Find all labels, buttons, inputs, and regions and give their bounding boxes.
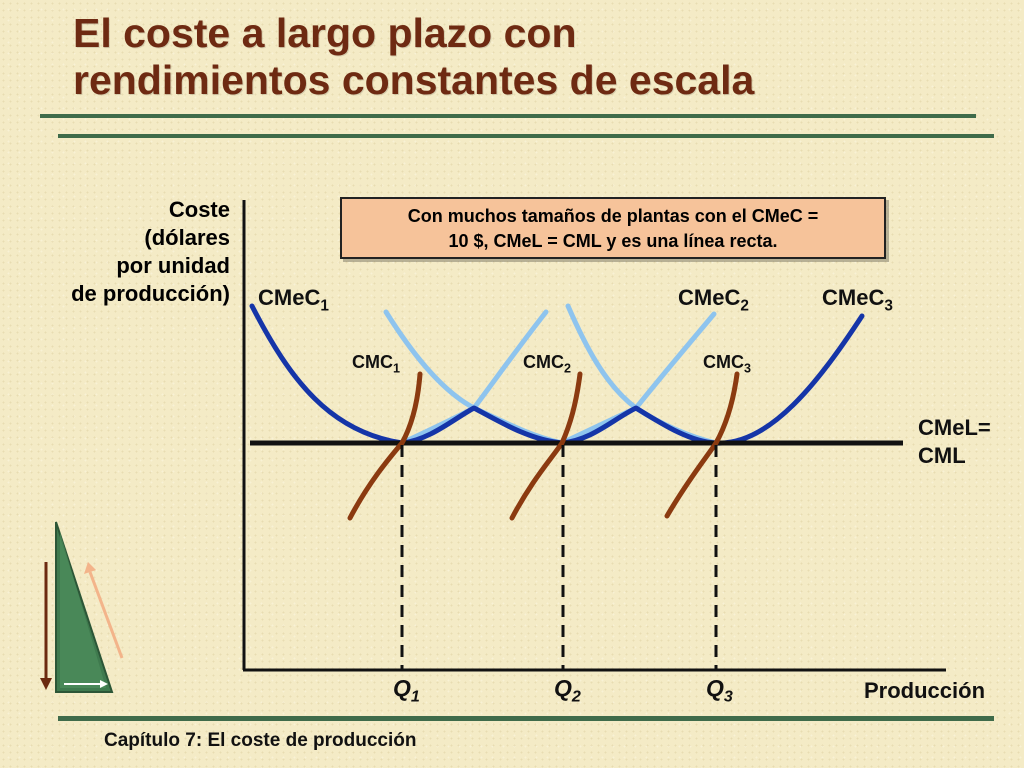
title-line-1: El coste a largo plazo con <box>73 10 577 56</box>
slide-title: El coste a largo plazo con rendimientos … <box>73 10 754 104</box>
cmec-3-label: CMeC3 <box>822 285 893 315</box>
q1-label: Q1 <box>393 675 420 706</box>
title-rule-bottom <box>58 134 994 138</box>
nav-triangle-icon <box>40 521 124 693</box>
cmec-2-right-branch <box>559 311 717 446</box>
cmc-1-label: CMC1 <box>352 352 401 376</box>
cmec-1-label: CMeC1 <box>258 285 329 315</box>
q3-label: Q3 <box>706 675 733 706</box>
callout-line-2: 10 $, CMeL = CML y es una línea recta. <box>448 231 778 252</box>
footer-rule <box>58 716 994 721</box>
cmel-cml-label: CMeL= CML <box>918 414 991 469</box>
cmec-3-left-branch <box>565 303 719 446</box>
cmc-3-label: CMC3 <box>703 352 752 376</box>
y-axis-label-line-4: de producción) <box>71 280 230 306</box>
callout-line-1: Con muchos tamaños de plantas con el CMe… <box>407 206 819 226</box>
cmel-cml-label-line-2: CML <box>918 442 966 468</box>
y-axis-label: Coste (dólares por unidad de producción) <box>20 196 230 308</box>
q2-label: Q2 <box>554 675 581 706</box>
title-line-2: rendimientos constantes de escala <box>73 57 755 104</box>
cmec-1-right-branch <box>399 309 549 446</box>
cmel-cml-label-line-1: CMeL= <box>918 415 991 440</box>
cmc-3-curve <box>664 371 740 519</box>
x-axis-label: Producción <box>864 678 986 703</box>
cmc-2-label: CMC2 <box>523 352 572 376</box>
title-rule-top <box>40 114 976 118</box>
footer-chapter: Capítulo 7: El coste de producción <box>104 730 417 751</box>
cmc-1-curve <box>347 371 423 521</box>
y-axis-label-line-2: (dólares <box>144 224 230 250</box>
callout-box: Con muchos tamaños de plantas con el CMe… <box>340 197 886 259</box>
cmc-2-curve <box>509 371 583 521</box>
cmec-2-label: CMeC2 <box>678 285 749 315</box>
y-axis-label-line-3: por unidad <box>116 252 230 278</box>
y-axis-label-line-1: Coste <box>168 197 230 222</box>
